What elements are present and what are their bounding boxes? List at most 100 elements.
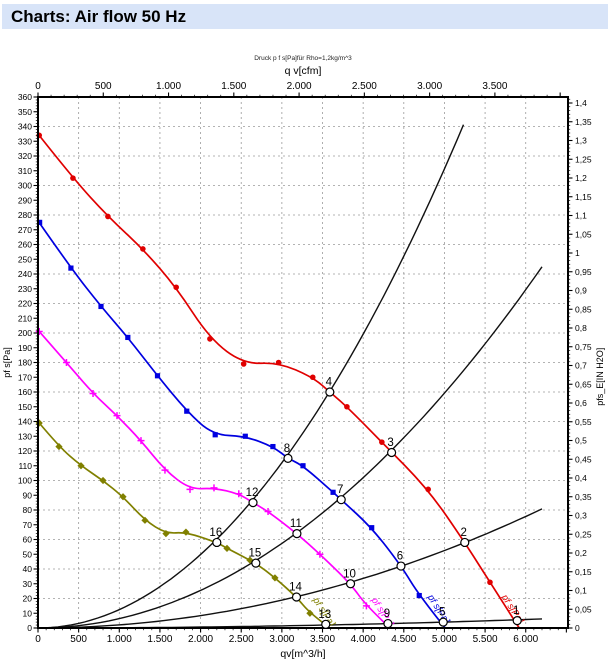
marker-circle bbox=[379, 439, 385, 445]
marker-circle bbox=[140, 246, 146, 252]
system-curves bbox=[37, 124, 543, 629]
marker-circle bbox=[70, 175, 76, 181]
marker-square bbox=[242, 433, 248, 439]
tick-label-bottom: 4.000 bbox=[351, 634, 376, 645]
page-title: Charts: Air flow 50 Hz bbox=[11, 7, 187, 26]
marker-circle bbox=[207, 336, 213, 342]
tick-label-left: 280 bbox=[18, 210, 32, 220]
tick-label-left: 180 bbox=[18, 358, 32, 368]
marker-plus bbox=[210, 484, 218, 492]
operating-point-9 bbox=[383, 618, 393, 629]
tick-label-left: 250 bbox=[18, 254, 32, 264]
tick-label-left: 100 bbox=[18, 476, 32, 486]
tick-label-left: 0 bbox=[27, 623, 32, 633]
operating-point-label-8: 8 bbox=[284, 443, 290, 455]
title-bar: Charts: Air flow 50 Hz bbox=[2, 4, 608, 29]
marker-circle bbox=[425, 486, 431, 493]
marker-circle bbox=[344, 403, 350, 410]
tick-label-left: 70 bbox=[23, 520, 33, 530]
operating-point-5 bbox=[438, 617, 448, 627]
marker-diamond bbox=[35, 419, 43, 427]
operating-point-1 bbox=[512, 616, 522, 626]
operating-point-label-9: 9 bbox=[384, 608, 390, 620]
tick-label-bottom: 4.500 bbox=[391, 634, 416, 645]
tick-label-right: 0,15 bbox=[575, 567, 592, 577]
tick-label-left: 160 bbox=[18, 387, 32, 397]
grid bbox=[38, 97, 568, 628]
operating-point-label-7: 7 bbox=[337, 484, 343, 496]
tick-label-left: 340 bbox=[18, 122, 32, 132]
tick-label-right: 0,8 bbox=[575, 323, 587, 333]
tick-label-right: 0,2 bbox=[575, 548, 587, 558]
tick-label-right: 1,1 bbox=[575, 211, 587, 221]
fan-curve-magenta-markers bbox=[35, 328, 370, 610]
tick-label-left: 240 bbox=[18, 269, 32, 279]
operating-point-label-13: 13 bbox=[318, 609, 331, 621]
tick-label-right: 0,65 bbox=[575, 379, 592, 389]
tick-label-left: 90 bbox=[23, 490, 33, 500]
marker-diamond bbox=[271, 574, 279, 582]
tick-label-bottom: 1.500 bbox=[147, 634, 172, 645]
operating-point-10 bbox=[345, 579, 356, 589]
marker-diamond bbox=[223, 544, 231, 552]
marker-plus bbox=[137, 437, 145, 445]
marker-plus bbox=[161, 466, 169, 474]
marker-plus bbox=[264, 507, 272, 515]
tick-label-right: 0,4 bbox=[575, 473, 587, 483]
tick-label-left: 230 bbox=[18, 284, 32, 294]
tick-label-left: 260 bbox=[18, 240, 32, 250]
tick-label-right: 0,75 bbox=[575, 342, 592, 352]
operating-point-label-11: 11 bbox=[290, 518, 302, 530]
operating-point-14 bbox=[291, 592, 302, 602]
operating-point-label-15: 15 bbox=[248, 548, 261, 560]
tick-label-right: 0,85 bbox=[575, 304, 592, 314]
tick-label-left: 270 bbox=[18, 225, 32, 235]
operating-point-13 bbox=[321, 619, 331, 629]
tick-label-right: 0,9 bbox=[575, 286, 587, 296]
marker-plus bbox=[316, 550, 324, 558]
marker-diamond bbox=[182, 528, 190, 536]
tick-label-right: 0,25 bbox=[575, 529, 592, 539]
tick-label-left: 170 bbox=[18, 372, 32, 382]
tick-label-left: 20 bbox=[23, 594, 33, 604]
marker-diamond bbox=[119, 493, 127, 501]
marker-square bbox=[300, 463, 306, 469]
operating-point-8 bbox=[283, 453, 293, 463]
marker-square bbox=[68, 265, 74, 271]
marker-square bbox=[270, 443, 276, 450]
marker-square bbox=[98, 303, 104, 310]
operating-point-label-5: 5 bbox=[439, 607, 445, 619]
operating-point-12 bbox=[248, 498, 258, 508]
tick-label-left: 360 bbox=[18, 92, 32, 102]
tick-label-right: 0,7 bbox=[575, 361, 587, 371]
tick-label-right: 0,3 bbox=[575, 511, 587, 521]
marker-circle bbox=[173, 284, 179, 291]
marker-square bbox=[416, 592, 422, 599]
tick-label-right: 0,1 bbox=[575, 586, 587, 596]
tick-label-bottom: 1.000 bbox=[107, 634, 132, 645]
marker-circle bbox=[275, 359, 282, 366]
operating-point-3 bbox=[387, 447, 397, 458]
marker-diamond bbox=[77, 462, 85, 470]
tick-label-left: 210 bbox=[18, 313, 32, 323]
fan-curve-red-line bbox=[37, 133, 520, 629]
tick-label-right: 0,35 bbox=[575, 492, 592, 502]
tick-label-left: 310 bbox=[18, 166, 32, 176]
marker-square bbox=[37, 219, 43, 225]
marker-diamond bbox=[55, 442, 63, 451]
marker-diamond bbox=[99, 476, 107, 485]
tick-label-left: 60 bbox=[23, 535, 33, 545]
marker-plus bbox=[62, 359, 70, 366]
tick-label-top: 2.000 bbox=[287, 81, 312, 92]
tick-label-left: 190 bbox=[18, 343, 32, 353]
tick-label-left: 330 bbox=[18, 136, 32, 146]
fan-curve-magenta-line bbox=[37, 329, 391, 629]
tick-label-left: 110 bbox=[18, 461, 32, 471]
operating-point-label-2: 2 bbox=[461, 527, 467, 539]
marker-plus bbox=[89, 389, 97, 397]
operating-point-label-16: 16 bbox=[209, 527, 222, 539]
tick-label-right: 1,15 bbox=[575, 192, 592, 202]
tick-label-left: 300 bbox=[18, 181, 32, 191]
tick-label-bottom: 5.500 bbox=[473, 634, 498, 645]
